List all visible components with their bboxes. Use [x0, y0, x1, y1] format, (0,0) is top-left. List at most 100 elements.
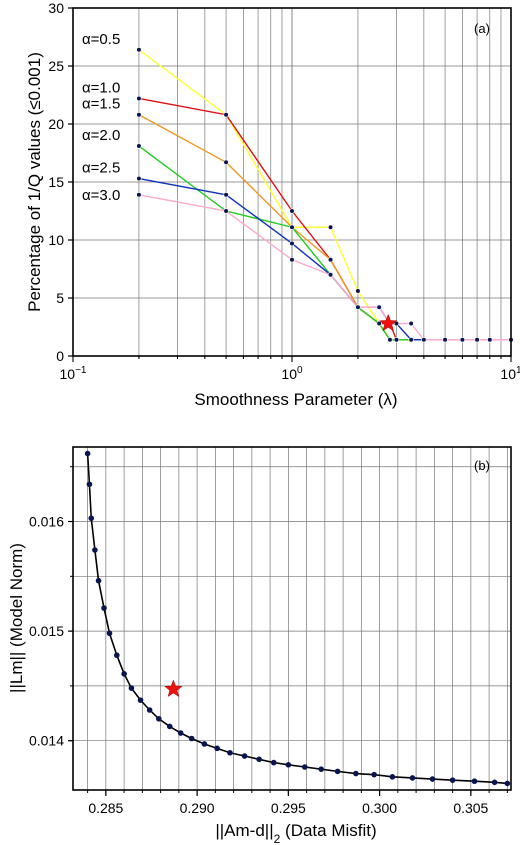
l-curve-point [188, 735, 195, 742]
l-curve-point [353, 770, 359, 777]
panel-a-y-tick-label: 5 [56, 290, 64, 306]
panel-b-x-tick-label: 0.290 [180, 800, 215, 816]
series-label: α=2.0 [82, 127, 120, 144]
panel-a-x-tick-label: 100 [281, 365, 303, 382]
panel-a-data-point [408, 320, 414, 327]
panel-b-x-tick-label: 0.305 [453, 800, 488, 816]
series-label: α=2.5 [82, 160, 120, 177]
panel-a-data-point [459, 337, 466, 343]
panel-b-x-axis-label-main: ||Am-d|| [215, 821, 273, 840]
panel-b-x-axis-label-subscript: 2 [274, 832, 281, 845]
panel-b-y-tick-label: 0.015 [29, 623, 64, 639]
panel-a-data-point [289, 257, 295, 263]
l-curve-point [121, 671, 127, 677]
panel-b-grid [73, 447, 511, 790]
l-curve-point [214, 745, 220, 752]
x-tick-exponent: 1 [516, 365, 520, 376]
l-curve-point [95, 577, 102, 584]
panel-a-series [136, 47, 514, 343]
panel-b-label: (b) [474, 458, 490, 473]
panel-a-data-point [136, 95, 142, 102]
l-curve-point [409, 775, 416, 781]
l-curve-point [88, 515, 95, 522]
l-curve-point [241, 753, 248, 759]
panel-a-data-point [393, 337, 400, 343]
l-curve-point [101, 605, 107, 611]
panel-b-y-tick-label: 0.014 [29, 733, 64, 749]
x-tick-base: 10 [60, 366, 76, 382]
panel-a-data-point [376, 320, 382, 327]
panel-a-label: (a) [474, 21, 490, 36]
panel-a-data-point [223, 208, 229, 214]
panel-b: 0.014 0.015 0.016 0.285 0.290 0.295 0.300 0.30… [7, 446, 512, 845]
panel-b-x-tick-label: 0.295 [271, 800, 306, 816]
panel-a-data-point [376, 304, 382, 310]
panel-a-data-point [136, 175, 142, 182]
panel-a-grid [73, 8, 511, 356]
panel-a-data-point [223, 159, 229, 165]
panel-a-data-point [408, 337, 414, 343]
panel-a-data-point [223, 192, 229, 198]
l-curve-point [86, 481, 93, 488]
panel-a-y-axis-label: Percentage of 1/Q values (≤0.001) [25, 52, 44, 312]
panel-a-y-tick-label: 25 [48, 58, 64, 74]
panel-a-y-ticks: 0 5 10 15 20 25 30 [48, 0, 73, 364]
panel-a-data-point [442, 337, 448, 343]
l-curve-point [318, 766, 325, 772]
l-curve-point [155, 715, 162, 722]
panel-b-y-tick-label: 0.016 [29, 514, 64, 530]
l-curve-point [114, 652, 120, 659]
panel-a-data-point [327, 224, 334, 230]
l-curve-point [504, 780, 511, 787]
panel-a-data-point [327, 257, 334, 263]
panel-b-curve [84, 450, 511, 787]
panel-b-y-axis-label: ||Lm|| (Model Norm) [7, 543, 26, 693]
panel-a-y-tick-label: 0 [56, 348, 64, 364]
l-curve-point [301, 764, 308, 770]
panel-a-data-point [487, 337, 493, 343]
panel-a-y-tick-label: 30 [48, 0, 64, 16]
l-curve-point [92, 547, 98, 553]
l-curve-point [201, 741, 208, 747]
x-tick-exponent: −1 [75, 365, 87, 376]
panel-a-data-point [474, 337, 480, 343]
panel-a-x-tick-label: 10−1 [60, 365, 87, 382]
panel-a-data-point [387, 337, 393, 343]
panel-b-x-tick-label: 0.285 [88, 800, 123, 816]
l-curve-point [491, 779, 498, 786]
panel-a-y-tick-label: 20 [48, 116, 64, 132]
panel-b-x-tick-label: 0.300 [362, 800, 397, 816]
panel-a-y-tick-label: 15 [48, 174, 64, 190]
series-label: α=1.0 [82, 79, 120, 96]
l-curve-point [429, 776, 436, 782]
l-curve-point [137, 697, 144, 703]
l-curve-point [177, 730, 184, 736]
panel-a-data-point [355, 288, 361, 294]
series-label: α=1.5 [82, 96, 120, 113]
l-curve-point [166, 723, 173, 730]
series-label: α=3.0 [82, 187, 120, 204]
panel-b-star [164, 679, 183, 698]
l-curve-point [371, 771, 377, 778]
l-curve-line [86, 453, 508, 785]
selected-point-star-icon [164, 679, 183, 698]
x-tick-base: 10 [500, 366, 516, 382]
l-curve-point [146, 707, 153, 713]
l-curve-point [84, 450, 91, 457]
panel-a-data-point [136, 47, 142, 53]
panel-a-y-tick-label: 10 [48, 232, 64, 248]
series-label: α=0.5 [82, 31, 120, 48]
panel-a-series-labels: α=0.5 α=1.0α=1.5 α=2.0 α=2.5 α=3.0 [82, 31, 120, 204]
l-curve-point [256, 756, 262, 763]
panel-a-data-point [421, 337, 427, 343]
x-tick-base: 10 [281, 366, 297, 382]
panel-a-data-point [136, 143, 142, 149]
panel-a-data-point [289, 240, 295, 247]
panel-b-frame [72, 446, 512, 791]
x-tick-exponent: 0 [297, 365, 303, 376]
panel-a-data-point [289, 224, 295, 230]
l-curve-point [389, 774, 396, 780]
panel-a-data-point [327, 272, 334, 278]
